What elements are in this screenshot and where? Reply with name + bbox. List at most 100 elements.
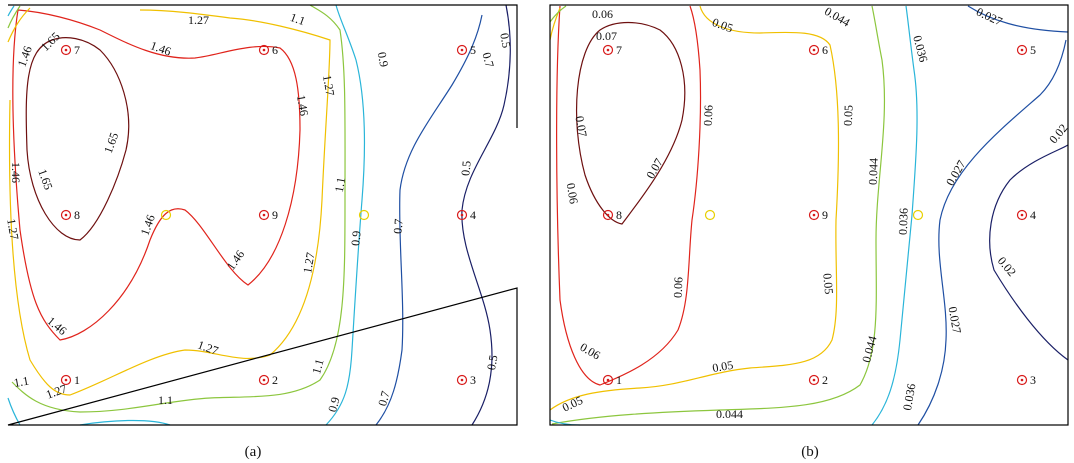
sensor-label-b-5: 5: [1030, 43, 1036, 57]
contour-label-b-10: 0.044: [866, 158, 881, 185]
contour-label-a-12: 1.46: [9, 162, 23, 183]
contour-label-a-19: 1.46: [224, 247, 248, 272]
sensor-label-a-6: 6: [272, 43, 278, 57]
sensor-ring-a-7: [60, 44, 72, 56]
contour-label-a-26: 1.1: [158, 393, 173, 407]
contour-label-b-16: 0.05: [820, 273, 836, 295]
sensor-b-1: 1: [602, 373, 622, 387]
contour-label-a-17: 0.9: [348, 230, 363, 246]
sensor-dot-b-7: [606, 48, 610, 52]
contour-label-a-1: 1.1: [288, 10, 307, 28]
sensor-label-b-1: 1: [616, 373, 622, 387]
contour-label-a-16: 1.46: [138, 213, 158, 238]
sensor-b-2: 2: [808, 373, 828, 387]
sensor-a-6: 6: [258, 43, 278, 57]
contour-label-b-1: 0.07: [596, 29, 617, 43]
sensor-a-4: 4: [456, 208, 476, 222]
contour-label-b-14: 0.036: [896, 208, 911, 235]
sensor-label-a-9: 9: [272, 208, 278, 222]
sensor-dot-b-5: [1020, 48, 1024, 52]
contour-label-a-4: 1.65: [38, 29, 63, 54]
sensor-label-b-6: 6: [822, 43, 828, 57]
contour-label-b-15: 0.06: [671, 277, 686, 298]
contour-label-a-15: 1.27: [4, 218, 21, 241]
contour-label-a-0: 1.27: [188, 13, 209, 27]
contour-b-0.07: [575, 21, 686, 225]
marker-a-yellow-2: [358, 209, 370, 221]
contour-label-b-24: 0.044: [716, 407, 743, 421]
contour-b-0.044: [551, 5, 886, 425]
sensor-b-6: 6: [808, 43, 828, 57]
contour-b-0.036: [871, 5, 918, 426]
sensor-b-9: 9: [808, 208, 828, 222]
sensor-b-4: 4: [1016, 208, 1036, 222]
contour-label-a-11: 1.65: [35, 167, 55, 192]
contour-label-b-13: 0.06: [564, 182, 581, 205]
sensor-ring-a-2: [258, 374, 270, 386]
panel-b-frame: [549, 4, 1069, 426]
contour-label-b-22: 0.036: [900, 382, 918, 411]
contour-a-corner-0.9b: [7, 397, 21, 426]
contour-label-b-8: 0.05: [841, 105, 856, 126]
sensor-b-5: 5: [1016, 43, 1036, 57]
sensor-a-9: 9: [258, 208, 278, 222]
sensor-ring-b-2: [808, 374, 820, 386]
sensor-label-a-7: 7: [74, 43, 80, 57]
contour-label-a-3: 1.46: [15, 44, 35, 69]
contour-a-corner-0.9: [7, 5, 15, 17]
contour-label-b-4: 0.036: [910, 34, 931, 64]
contour-label-b-2: 0.05: [710, 15, 735, 35]
sensor-dot-a-9: [262, 213, 266, 217]
contour-a-corner-1.1: [7, 5, 21, 29]
sensor-ring-b-4: [1016, 209, 1028, 221]
caption-b: (b): [801, 444, 819, 460]
contour-label-a-28: 0.7: [375, 389, 392, 407]
sensor-dot-b-1: [606, 378, 610, 382]
contour-a-bottom-0.9: [79, 419, 171, 426]
sensor-dot-a-1: [64, 378, 68, 382]
panel-b-contour-lines: [549, 5, 1069, 426]
sensor-ring-a-1: [60, 374, 72, 386]
sensor-label-a-5: 5: [470, 43, 476, 57]
sensor-a-1: 1: [60, 373, 80, 387]
contour-label-a-22: 1.27: [196, 338, 221, 358]
contour-b-0.027: [917, 39, 1067, 426]
panel-a-extra-markers: [160, 209, 370, 221]
panel-b-extra-markers: [704, 209, 924, 221]
contour-b-corner-0.044: [549, 5, 567, 23]
contour-a-0.9: [325, 4, 366, 426]
contour-label-a-6: 0.7: [479, 51, 496, 69]
sensor-dot-a-8: [64, 213, 68, 217]
sensor-dot-a-6: [262, 48, 266, 52]
sensor-ring-b-6: [808, 44, 820, 56]
contour-label-a-21: 1.46: [44, 314, 69, 338]
sensor-ring-a-4: [456, 209, 468, 221]
sensor-b-8: 8: [602, 208, 622, 222]
sensor-ring-b-8: [602, 209, 614, 221]
sensor-dot-a-4: [460, 213, 464, 217]
sensor-dot-b-2: [812, 378, 816, 382]
sensor-dot-b-9: [812, 213, 816, 217]
marker-b-yellow-2: [912, 209, 924, 221]
sensor-ring-a-8: [60, 209, 72, 221]
sensor-a-2: 2: [258, 373, 278, 387]
sensor-label-a-3: 3: [470, 373, 476, 387]
sensor-ring-b-9: [808, 209, 820, 221]
contour-label-a-23: 1.1: [309, 357, 326, 375]
panel-a: 1.27 1.1 0.5 1.46 1.65 1.46 0.7 0.9 1.27…: [4, 4, 518, 460]
contour-label-b-0: 0.06: [592, 7, 613, 21]
sensor-dot-a-7: [64, 48, 68, 52]
sensor-ring-a-6: [258, 44, 270, 56]
contour-label-b-6: 0.07: [572, 115, 589, 138]
panel-a-frame: [7, 4, 518, 426]
contour-label-a-14: 0.5: [458, 160, 473, 176]
contour-label-b-12: 0.02: [1046, 121, 1070, 146]
contour-a-corner-1.27: [7, 7, 31, 43]
contour-label-b-3: 0.044: [822, 4, 852, 30]
contour-a-1.65: [25, 37, 130, 241]
sensor-ring-a-3: [456, 374, 468, 386]
contour-label-a-25: 1.27: [44, 381, 69, 401]
contour-label-b-17: 0.02: [995, 254, 1019, 279]
contour-label-b-7: 0.06: [701, 105, 716, 126]
